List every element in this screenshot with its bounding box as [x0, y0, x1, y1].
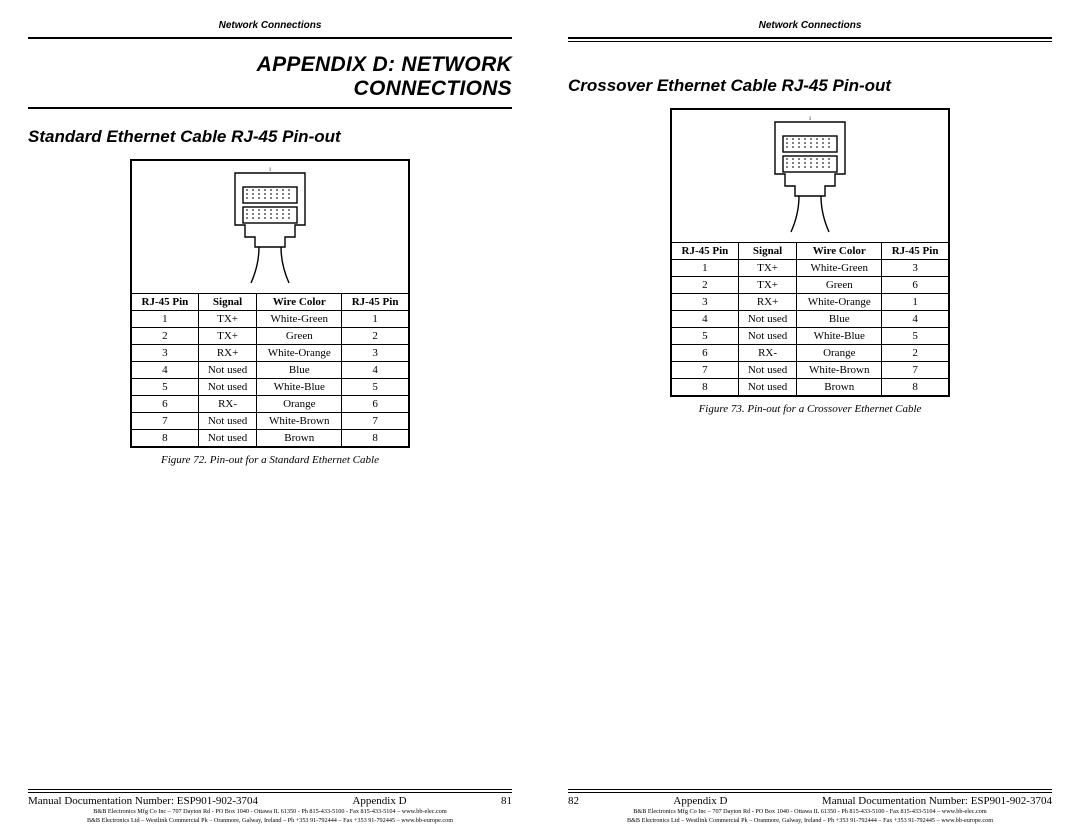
col-header: RJ-45 Pin [882, 243, 949, 260]
footer-section: Appendix D [352, 795, 406, 807]
table-row: 2TX+Green2 [131, 328, 409, 345]
section-heading-left: Standard Ethernet Cable RJ-45 Pin-out [28, 127, 512, 147]
footer-left: Manual Documentation Number: ESP901-902-… [28, 789, 512, 824]
table-header-row: RJ-45 Pin Signal Wire Color RJ-45 Pin [671, 243, 949, 260]
rule-under-title [28, 107, 512, 109]
rule-thick [568, 37, 1052, 39]
table-row: 1TX+White-Green3 [671, 260, 949, 277]
connector-diagram-right: 1 [671, 109, 949, 243]
running-header-right: Network Connections [568, 20, 1052, 31]
col-header: Signal [738, 243, 797, 260]
col-header: RJ-45 Pin [131, 294, 198, 311]
rule-thick [28, 37, 512, 39]
footer-line1-left: Manual Documentation Number: ESP901-902-… [28, 792, 512, 807]
pinout-block-right: 1 RJ-45 Pin Signal Wire Color RJ-45 Pin … [568, 104, 1052, 415]
page-left: Network Connections APPENDIX D: NETWORK … [0, 0, 540, 834]
svg-text:1: 1 [269, 168, 272, 173]
table-row: 1TX+White-Green1 [131, 311, 409, 328]
section-heading-right: Crossover Ethernet Cable RJ-45 Pin-out [568, 76, 1052, 96]
table-row: 5Not usedWhite-Blue5 [131, 379, 409, 396]
footer-section: Appendix D [673, 795, 727, 807]
table-header-row: RJ-45 Pin Signal Wire Color RJ-45 Pin [131, 294, 409, 311]
footer-fine-1: B&B Electronics Mfg Co Inc – 707 Dayton … [28, 808, 512, 815]
table-row: 2TX+Green6 [671, 277, 949, 294]
footer-fine-1: B&B Electronics Mfg Co Inc – 707 Dayton … [568, 808, 1052, 815]
footer-page: 82 [568, 795, 579, 807]
page-right: Network Connections Crossover Ethernet C… [540, 0, 1080, 834]
figure-caption-right: Figure 73. Pin-out for a Crossover Ether… [699, 403, 922, 415]
footer-fine-2: B&B Electronics Ltd – Westlink Commercia… [568, 817, 1052, 824]
table-row: 3RX+White-Orange3 [131, 345, 409, 362]
table-row: 4Not usedBlue4 [131, 362, 409, 379]
rj45-icon: 1 [215, 165, 325, 289]
figure-caption-left: Figure 72. Pin-out for a Standard Ethern… [161, 454, 379, 466]
table-row: 8Not usedBrown8 [671, 379, 949, 397]
col-header: RJ-45 Pin [671, 243, 738, 260]
col-header: Wire Color [257, 294, 342, 311]
footer-docnum: Manual Documentation Number: ESP901-902-… [28, 795, 258, 807]
footer-rule [568, 789, 1052, 790]
pinout-table-right: 1 RJ-45 Pin Signal Wire Color RJ-45 Pin … [670, 108, 950, 397]
table-row: 5Not usedWhite-Blue5 [671, 328, 949, 345]
table-row: 3RX+White-Orange1 [671, 294, 949, 311]
table-row: 6RX-Orange6 [131, 396, 409, 413]
footer-fine-2: B&B Electronics Ltd – Westlink Commercia… [28, 817, 512, 824]
footer-docnum: Manual Documentation Number: ESP901-902-… [822, 795, 1052, 807]
running-header-left: Network Connections [28, 20, 512, 31]
connector-diagram-left: 1 [131, 160, 409, 294]
table-row: 6RX-Orange2 [671, 345, 949, 362]
appendix-title-line2: CONNECTIONS [354, 77, 512, 100]
appendix-title: APPENDIX D: NETWORK CONNECTIONS [28, 53, 512, 101]
footer-rule [28, 789, 512, 790]
table-row: 8Not usedBrown8 [131, 430, 409, 448]
col-header: Wire Color [797, 243, 882, 260]
table-row: 4Not usedBlue4 [671, 311, 949, 328]
rj45-icon: 1 [755, 114, 865, 238]
pinout-table-left: 1 RJ-45 Pin Signal Wire Color RJ-45 Pin … [130, 159, 410, 448]
footer-line1-right: 82 Appendix D Manual Documentation Numbe… [568, 792, 1052, 807]
table-row: 7Not usedWhite-Brown7 [671, 362, 949, 379]
col-header: Signal [198, 294, 257, 311]
rule-thin [568, 41, 1052, 42]
pinout-block-left: 1 RJ-45 Pin Signal Wire Color RJ-45 Pin … [28, 155, 512, 466]
appendix-title-line1: APPENDIX D: NETWORK [257, 53, 512, 76]
footer-page: 81 [501, 795, 512, 807]
footer-right: 82 Appendix D Manual Documentation Numbe… [568, 789, 1052, 824]
table-row: 7Not usedWhite-Brown7 [131, 413, 409, 430]
svg-text:1: 1 [809, 117, 812, 122]
col-header: RJ-45 Pin [342, 294, 409, 311]
